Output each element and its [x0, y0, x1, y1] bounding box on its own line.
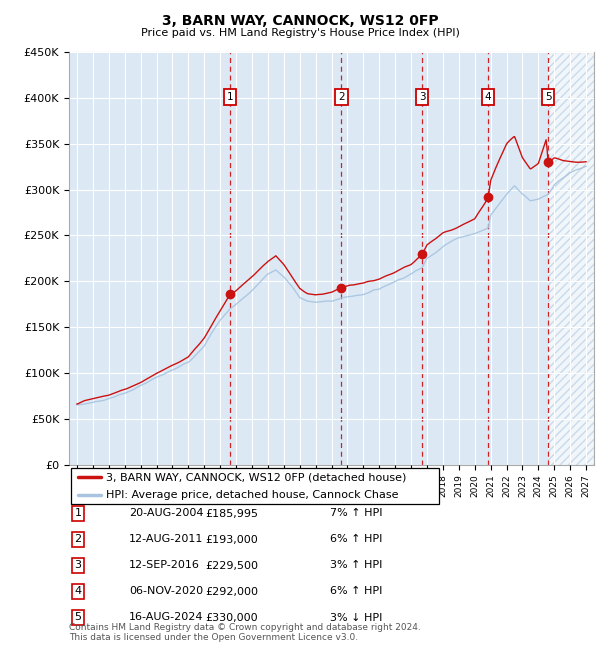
Text: 2: 2: [338, 92, 344, 103]
Text: 3: 3: [74, 560, 82, 571]
Text: 1: 1: [227, 92, 233, 103]
Text: 6% ↑ HPI: 6% ↑ HPI: [330, 534, 382, 545]
Text: 3% ↑ HPI: 3% ↑ HPI: [330, 560, 382, 571]
Text: 3, BARN WAY, CANNOCK, WS12 0FP (detached house): 3, BARN WAY, CANNOCK, WS12 0FP (detached…: [106, 473, 407, 482]
Text: 6% ↑ HPI: 6% ↑ HPI: [330, 586, 382, 597]
Text: 20-AUG-2004: 20-AUG-2004: [129, 508, 203, 519]
Text: 3, BARN WAY, CANNOCK, WS12 0FP: 3, BARN WAY, CANNOCK, WS12 0FP: [161, 14, 439, 29]
Text: 3% ↓ HPI: 3% ↓ HPI: [330, 612, 382, 623]
FancyBboxPatch shape: [71, 468, 439, 504]
Text: 1: 1: [74, 508, 82, 519]
Text: 16-AUG-2024: 16-AUG-2024: [129, 612, 203, 623]
Text: 5: 5: [74, 612, 82, 623]
Text: 5: 5: [545, 92, 551, 103]
Text: HPI: Average price, detached house, Cannock Chase: HPI: Average price, detached house, Cann…: [106, 490, 398, 500]
Text: £292,000: £292,000: [205, 586, 258, 597]
Text: Contains HM Land Registry data © Crown copyright and database right 2024.
This d: Contains HM Land Registry data © Crown c…: [69, 623, 421, 642]
Text: £185,995: £185,995: [205, 508, 258, 519]
Text: 06-NOV-2020: 06-NOV-2020: [129, 586, 203, 597]
Text: 7% ↑ HPI: 7% ↑ HPI: [330, 508, 383, 519]
Text: 3: 3: [419, 92, 425, 103]
Text: 12-SEP-2016: 12-SEP-2016: [129, 560, 200, 571]
Text: £193,000: £193,000: [205, 534, 258, 545]
Text: 4: 4: [485, 92, 491, 103]
Text: 2: 2: [74, 534, 82, 545]
Text: £229,500: £229,500: [205, 560, 258, 571]
Text: £330,000: £330,000: [205, 612, 258, 623]
Text: 4: 4: [74, 586, 82, 597]
Text: Price paid vs. HM Land Registry's House Price Index (HPI): Price paid vs. HM Land Registry's House …: [140, 28, 460, 38]
Text: 12-AUG-2011: 12-AUG-2011: [129, 534, 203, 545]
